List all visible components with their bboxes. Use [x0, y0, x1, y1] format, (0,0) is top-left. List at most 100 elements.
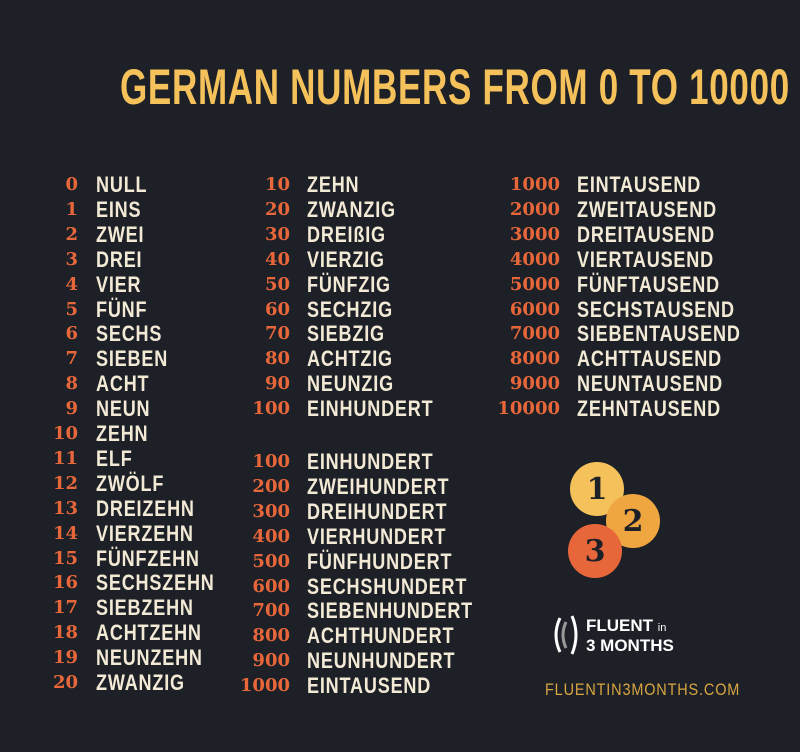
german-word: VIER — [96, 271, 142, 297]
german-word: SIEBENTAUSEND — [577, 321, 741, 347]
german-word: DREITAUSEND — [577, 221, 715, 247]
numeral: 200 — [252, 475, 290, 497]
german-word: ELF — [96, 445, 133, 471]
german-word: NEUNZEHN — [96, 645, 203, 671]
numeral: 10000 — [497, 398, 560, 420]
number-row: 9000 NEUNTAUSEND — [0, 372, 722, 396]
number-row: 60 SECHZIG — [0, 297, 392, 322]
german-word: ACHTZEHN — [96, 620, 202, 646]
logo-line1: FLUENT — [586, 615, 654, 635]
number-row: 70 SIEBZIG — [0, 322, 384, 346]
number-row: 500 FÜNFHUNDERT — [0, 549, 451, 574]
coins-illustration: 1 2 3 — [568, 462, 668, 582]
number-row: 90 NEUNZIG — [0, 372, 393, 396]
number-row: 40 VIERZIG — [0, 247, 384, 272]
number-row: 2 ZWEI — [0, 222, 143, 247]
number-row: 200 ZWEIHUNDERT — [0, 474, 448, 499]
numeral: 5000 — [509, 273, 560, 295]
german-word: NEUNHUNDERT — [307, 648, 456, 674]
german-word: SIEBENHUNDERT — [307, 598, 474, 624]
numeral: 13 — [52, 497, 78, 519]
numeral: 900 — [252, 650, 290, 672]
numeral: 18 — [52, 622, 78, 644]
numeral: 9 — [65, 398, 78, 420]
numeral: 1000 — [239, 675, 290, 697]
german-word: ACHT — [96, 371, 150, 397]
german-word: EINHUNDERT — [307, 449, 434, 474]
numeral: 10 — [52, 423, 78, 444]
number-row: 20 ZWANZIG — [0, 671, 184, 695]
german-word: FÜNFZEHN — [96, 545, 200, 571]
number-row: 18 ACHTZEHN — [0, 621, 201, 645]
german-word: EINS — [96, 196, 142, 222]
number-row: 14 VIERZEHN — [0, 521, 193, 546]
german-word: SECHZIG — [307, 296, 393, 322]
german-word: VIERHUNDERT — [307, 523, 447, 549]
number-row: 1000 EINTAUSEND — [0, 674, 430, 698]
number-row: 19 NEUNZEHN — [0, 646, 202, 670]
german-word: DREIßIG — [307, 221, 386, 247]
german-word: VIERZIG — [307, 246, 385, 272]
numeral: 2000 — [509, 198, 560, 220]
number-row: 400 VIERHUNDERT — [0, 524, 445, 549]
numeral: 3000 — [509, 223, 560, 245]
german-word: ACHTZIG — [307, 346, 393, 372]
german-word: ZWANZIG — [307, 196, 396, 222]
number-row: 17 SIEBZEHN — [0, 596, 193, 620]
number-row: 0 NULL — [0, 173, 146, 197]
numeral: 2 — [65, 223, 78, 245]
numeral: 8000 — [509, 348, 560, 370]
numeral: 7 — [65, 348, 78, 370]
number-row: 6 SECHS — [0, 322, 161, 346]
number-row: 8 ACHT — [0, 372, 148, 396]
german-word: SECHSTAUSEND — [577, 296, 735, 322]
german-word: ZWANZIG — [96, 670, 185, 695]
number-row: 16 SECHSZEHN — [0, 571, 214, 595]
german-word: DREIZEHN — [96, 495, 195, 521]
sound-waves-icon — [554, 615, 578, 655]
german-word: EINHUNDERT — [307, 396, 434, 422]
numeral: 6000 — [509, 298, 560, 320]
german-word: ZWEIHUNDERT — [307, 473, 450, 499]
numeral: 6 — [65, 323, 78, 345]
number-row: 100 EINHUNDERT — [0, 450, 432, 474]
number-row: 10 ZEHN — [0, 422, 148, 446]
number-row: 13 DREIZEHN — [0, 496, 194, 521]
number-row: 3 DREI — [0, 247, 141, 272]
numeral: 5 — [65, 298, 78, 320]
numeral: 80 — [264, 348, 290, 370]
numeral: 20 — [264, 198, 290, 220]
number-row: 700 SIEBENHUNDERT — [0, 599, 472, 623]
numeral: 300 — [252, 500, 290, 522]
numeral: 0 — [65, 174, 78, 195]
numeral: 800 — [252, 625, 290, 647]
german-word: SIEBZEHN — [96, 595, 194, 621]
number-row: 11 ELF — [0, 446, 132, 471]
numeral: 11 — [52, 447, 78, 469]
numeral: 40 — [264, 248, 290, 270]
numeral: 100 — [252, 398, 290, 420]
german-word: VIERZEHN — [96, 520, 194, 546]
german-word: EINTAUSEND — [307, 673, 432, 699]
numeral: 90 — [264, 373, 290, 395]
german-word: ZEHN — [96, 421, 149, 446]
number-row: 1000 EINTAUSEND — [0, 173, 700, 197]
numeral: 50 — [264, 273, 290, 295]
number-row: 5 FÜNF — [0, 297, 146, 322]
number-row: 100 EINHUNDERT — [0, 397, 432, 421]
german-word: SECHSZEHN — [96, 570, 215, 596]
german-word: ZWEITAUSEND — [577, 196, 717, 222]
number-row: 4000 VIERTAUSEND — [0, 247, 713, 272]
german-word: ACHTHUNDERT — [307, 623, 455, 649]
german-word: NEUNZIG — [307, 371, 394, 397]
german-word: FÜNFTAUSEND — [577, 271, 720, 297]
page-title: GERMAN NUMBERS FROM 0 TO 10000 — [120, 59, 790, 115]
german-word: FÜNFZIG — [307, 271, 391, 297]
number-row: 30 DREIßIG — [0, 222, 385, 247]
number-row: 7000 SIEBENTAUSEND — [0, 322, 740, 346]
number-row: 10000 ZEHNTAUSEND — [0, 397, 720, 421]
numeral: 600 — [252, 575, 290, 597]
number-row: 50 FÜNFZIG — [0, 272, 390, 297]
numeral: 16 — [52, 572, 78, 594]
logo-in: in — [657, 621, 667, 634]
